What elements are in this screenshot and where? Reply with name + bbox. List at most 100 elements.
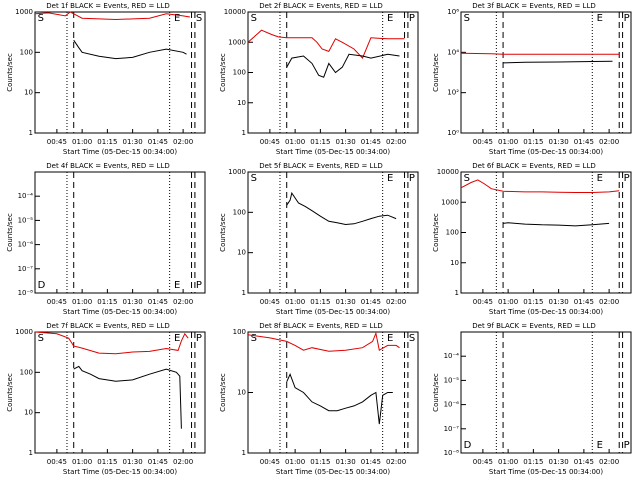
x-tick-label: 01:30 [336,298,356,306]
x-tick-label: 01:00 [72,458,92,466]
x-tick-label: 02:00 [386,458,406,466]
marker-label: P [196,333,202,344]
plot-frame [34,11,206,134]
x-tick-label: 02:00 [386,138,406,146]
x-tick-label: 01:45 [574,138,594,146]
y-axis-label: Counts/sec [219,53,227,92]
y-tick-label: 10⁶ [447,8,459,16]
x-tick-label: 01:15 [97,298,117,306]
x-tick-label: 01:30 [123,138,143,146]
plot-frame [247,171,419,294]
y-tick-label: 10 [450,259,459,267]
plot-frame [460,171,632,294]
marker-label: E [174,13,180,24]
marker-label: S [409,333,415,344]
series-line [286,53,400,78]
y-axis-label: Counts/sec [6,213,14,252]
marker-label: S [464,13,470,24]
marker-label: S [251,13,257,24]
x-tick-label: 01:30 [549,298,569,306]
x-tick-label: 01:00 [498,298,518,306]
y-tick-label: 1000 [15,8,33,16]
series-line [503,60,613,64]
chart-title: Det 8f BLACK = Events, RED = LLD [259,322,382,330]
series-line [73,365,182,429]
y-axis-label: Counts/sec [432,53,440,92]
plot-frame [460,11,632,134]
x-tick-label: 01:15 [310,458,330,466]
y-tick-label: 10 [237,249,246,257]
x-tick-label: 01:15 [523,458,543,466]
x-tick-label: 01:45 [148,298,168,306]
x-tick-label: 01:15 [523,298,543,306]
y-axis-label: Counts/sec [432,213,440,252]
y-axis-label: Counts/sec [6,373,14,412]
x-tick-label: 01:45 [148,458,168,466]
y-tick-label: 10² [447,89,459,97]
marker-label: S [251,173,257,184]
x-tick-label: 01:00 [498,138,518,146]
y-tick-label: 10⁻⁶ [444,401,460,409]
x-tick-label: 01:30 [123,458,143,466]
y-tick-label: 10 [237,99,246,107]
x-tick-label: 00:45 [260,138,280,146]
chart-title: Det 2f BLACK = Events, RED = LLD [259,2,382,10]
series-line [34,11,190,21]
x-tick-label: 02:00 [599,458,619,466]
plot-frame [247,11,419,134]
x-tick-label: 01:00 [498,458,518,466]
y-tick-label: 1 [242,449,246,457]
series-line [460,179,620,193]
y-tick-label: 10 [24,409,33,417]
x-tick-label: 01:15 [523,138,543,146]
y-tick-label: 10000 [224,8,246,16]
marker-label: E [174,280,180,291]
chart-title: Det 7f BLACK = Events, RED = LLD [46,322,169,330]
marker-label: P [409,173,415,184]
x-tick-label: 02:00 [386,298,406,306]
series-line [73,39,187,60]
series-line [34,331,189,355]
marker-label: D [38,280,46,291]
x-axis-label: Start Time (05-Dec-15 00:34:00) [489,148,603,156]
y-tick-label: 1000 [15,328,33,336]
y-tick-label: 10000 [437,168,459,176]
y-tick-label: 100 [233,69,246,77]
marker-label: P [624,440,630,451]
x-tick-label: 01:30 [336,138,356,146]
chart-title: Det 9f BLACK = Events, RED = LLD [472,322,595,330]
x-tick-label: 01:45 [148,138,168,146]
x-tick-label: 01:30 [549,458,569,466]
x-tick-label: 01:00 [285,138,305,146]
y-tick-label: 100 [20,368,33,376]
x-tick-label: 01:15 [97,458,117,466]
marker-label: E [174,333,180,344]
y-tick-label: 10⁻⁷ [444,425,460,433]
marker-label: E [597,173,603,184]
plot-frame [460,331,632,454]
x-axis-label: Start Time (05-Dec-15 00:34:00) [63,468,177,476]
marker-label: E [597,440,603,451]
y-tick-label: 100 [233,328,246,336]
x-tick-label: 02:00 [173,138,193,146]
x-tick-label: 01:00 [72,138,92,146]
y-tick-label: 1 [242,289,246,297]
x-tick-label: 00:45 [473,458,493,466]
x-tick-label: 01:45 [361,458,381,466]
y-tick-label: 10⁰ [447,129,459,137]
y-tick-label: 1 [29,129,33,137]
x-tick-label: 01:15 [310,138,330,146]
x-tick-label: 02:00 [173,458,193,466]
x-tick-label: 00:45 [47,138,67,146]
x-tick-label: 01:00 [72,298,92,306]
marker-label: E [597,13,603,24]
series-line [286,372,393,425]
marker-label: P [624,173,630,184]
y-tick-label: 10⁴ [447,48,459,56]
x-tick-label: 01:30 [336,458,356,466]
x-axis-label: Start Time (05-Dec-15 00:34:00) [276,308,390,316]
x-axis-label: Start Time (05-Dec-15 00:34:00) [63,308,177,316]
marker-label: D [464,440,472,451]
x-tick-label: 01:45 [361,138,381,146]
